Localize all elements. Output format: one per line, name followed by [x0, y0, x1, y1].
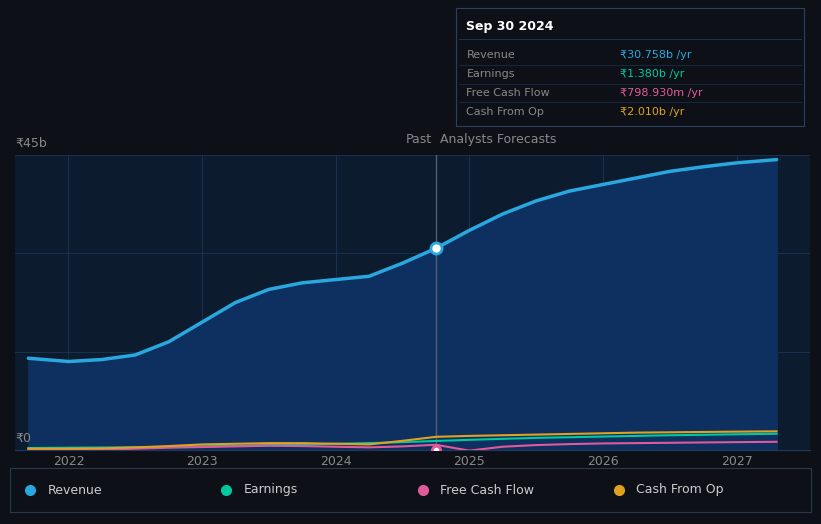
Text: Revenue: Revenue: [48, 484, 103, 497]
Text: ₹798.930m /yr: ₹798.930m /yr: [620, 88, 702, 98]
Text: ₹1.380b /yr: ₹1.380b /yr: [620, 69, 684, 79]
Text: Cash From Op: Cash From Op: [466, 107, 544, 117]
Text: Past: Past: [406, 133, 432, 146]
Text: Sep 30 2024: Sep 30 2024: [466, 20, 554, 33]
Text: ₹45b: ₹45b: [15, 137, 47, 150]
Text: ₹2.010b /yr: ₹2.010b /yr: [620, 107, 684, 117]
Text: Free Cash Flow: Free Cash Flow: [466, 88, 550, 98]
Text: ₹0: ₹0: [15, 432, 31, 445]
Text: Free Cash Flow: Free Cash Flow: [440, 484, 534, 497]
Text: Revenue: Revenue: [466, 50, 516, 60]
Text: Earnings: Earnings: [466, 69, 515, 79]
Text: ₹30.758b /yr: ₹30.758b /yr: [620, 50, 691, 60]
Text: Analysts Forecasts: Analysts Forecasts: [440, 133, 557, 146]
Text: Earnings: Earnings: [244, 484, 298, 497]
Text: Cash From Op: Cash From Op: [636, 484, 724, 497]
